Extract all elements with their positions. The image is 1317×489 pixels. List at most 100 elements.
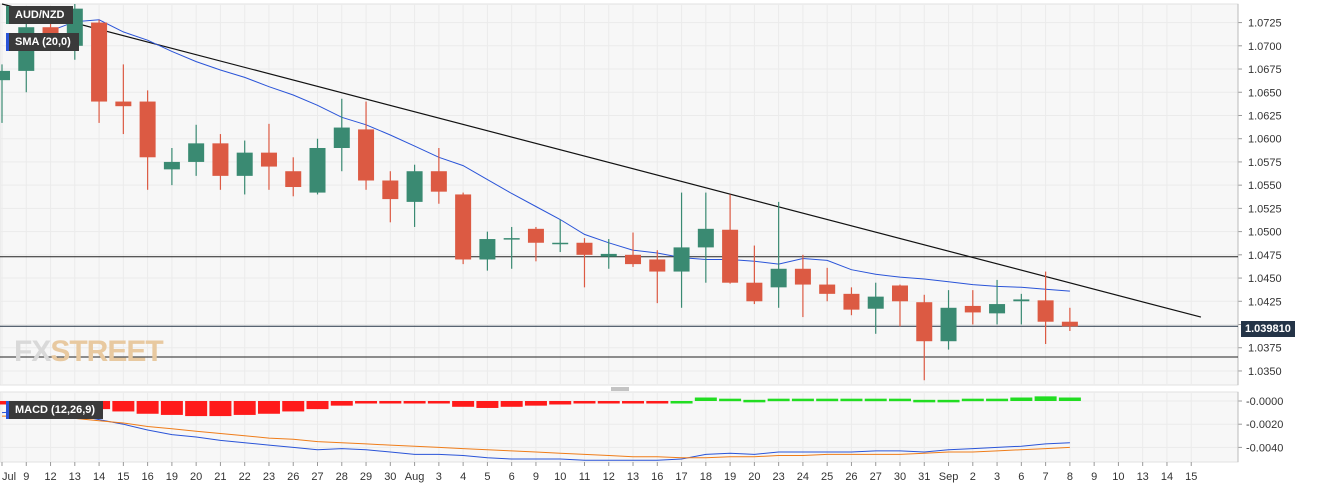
y-tick-label: 1.0475 [1248,250,1282,262]
symbol-legend-swatch [6,6,9,24]
macd-hist-bar-negative [549,401,572,405]
x-tick-label: Aug [405,471,425,483]
x-tick-label: 13 [1137,471,1149,483]
candle-body-up [770,268,787,288]
x-tick-label: 17 [675,471,687,483]
candle-body-down [430,171,447,192]
candle-body-down [843,293,860,310]
x-tick-label: 18 [700,471,712,483]
macd-hist-bar-positive [767,398,790,402]
x-tick-label: 16 [141,471,153,483]
candle-body-down [625,254,642,265]
macd-signal-line [2,415,1070,459]
y-tick-label: 1.0550 [1248,180,1282,192]
y-tick-label: 1.0525 [1248,203,1282,215]
macd-hist-bar-positive [816,398,839,402]
macd-hist-bar-positive [986,398,1009,402]
macd-hist-bar-positive [864,398,887,402]
x-tick-label: 5 [484,471,490,483]
candle-body-down [382,180,399,200]
x-tick-label: 12 [603,471,615,483]
macd-hist-bar-negative [427,401,450,404]
candle-body-down [576,242,593,255]
y-tick-label: 1.0725 [1248,18,1282,30]
x-tick-label: 20 [190,471,202,483]
sma-line [26,19,1070,292]
macd-y-tick-label: -0.0020 [1246,419,1283,431]
candle-body-down [722,229,739,283]
y-tick-label: 1.0600 [1248,134,1282,146]
symbol-label: AUD/NZD [15,9,65,21]
candle-body-down [649,259,666,272]
candle-body-down [794,268,811,285]
candle-body-up [989,304,1006,314]
x-tick-label: 15 [117,471,129,483]
macd-hist-bar-negative [573,401,596,404]
y-tick-label: 1.0675 [1248,64,1282,76]
x-tick-label: 19 [724,471,736,483]
candle-body-down [1037,300,1054,322]
candle-body-down [115,101,132,107]
macd-hist-bar-positive [1058,397,1081,401]
candle-body-up [552,242,569,245]
candle-body-down [746,282,763,302]
candle-body-up [697,228,714,248]
x-tick-label: Sep [939,471,959,483]
macd-hist-bar-negative [355,401,378,404]
x-tick-label: 9 [23,471,29,483]
x-tick-label: 6 [509,471,515,483]
x-tick-label: 25 [821,471,833,483]
candle-body-up [479,239,496,260]
x-tick-label: 6 [1018,471,1024,483]
sma-legend-swatch [6,33,9,51]
trendline [1,3,1202,318]
y-tick-label: 1.0625 [1248,110,1282,122]
x-tick-label: 23 [263,471,275,483]
macd-legend: MACD (12,26,9) [6,401,104,419]
x-tick-label: 26 [845,471,857,483]
x-tick-label: 20 [748,471,760,483]
macd-hist-bar-positive [937,399,960,403]
x-tick-label: 28 [336,471,348,483]
main-panel-bg [0,3,1239,386]
macd-hist-bar-negative [622,401,645,404]
fxstreet-watermark: FXSTREET [14,335,164,369]
x-tick-label: 27 [870,471,882,483]
sma-label: SMA (20,0) [15,36,71,48]
candle-body-up [163,161,180,170]
x-tick-label: 3 [994,471,1000,483]
candle-body-up [406,171,423,202]
macd-hist-bar-positive [840,398,863,402]
symbol-legend: AUD/NZD [6,6,73,24]
candle-body-down [260,152,277,167]
macd-hist-bar-negative [257,401,280,414]
x-tick-label: 13 [69,471,81,483]
x-tick-label: 11 [579,471,590,483]
candle-body-up [0,70,10,81]
candle-body-down [819,284,836,294]
x-tick-label: 4 [460,471,466,483]
candle-body-down [139,101,156,158]
y-tick-label: 1.0375 [1248,343,1282,355]
candle-body-down [964,305,981,313]
macd-hist-bar-positive [913,399,936,403]
y-tick-label: 1.0425 [1248,296,1282,308]
candle-body-up [600,253,617,257]
macd-hist-bar-negative [379,401,402,404]
candle-body-up [940,307,957,342]
candle-body-down [891,285,908,302]
macd-hist-bar-negative [452,401,475,407]
macd-hist-bar-negative [646,401,669,404]
macd-hist-bar-negative [112,401,135,412]
candle-body-down [285,171,302,188]
x-tick-label: Jul [2,471,16,483]
x-tick-label: 14 [93,471,105,483]
macd-legend-swatch [6,401,9,419]
macd-hist-bar-positive [743,399,766,403]
x-tick-label: 9 [533,471,539,483]
x-tick-label: 23 [773,471,785,483]
macd-hist-bar-negative [160,401,183,415]
candle-body-down [527,228,544,243]
x-tick-label: 21 [214,471,226,483]
